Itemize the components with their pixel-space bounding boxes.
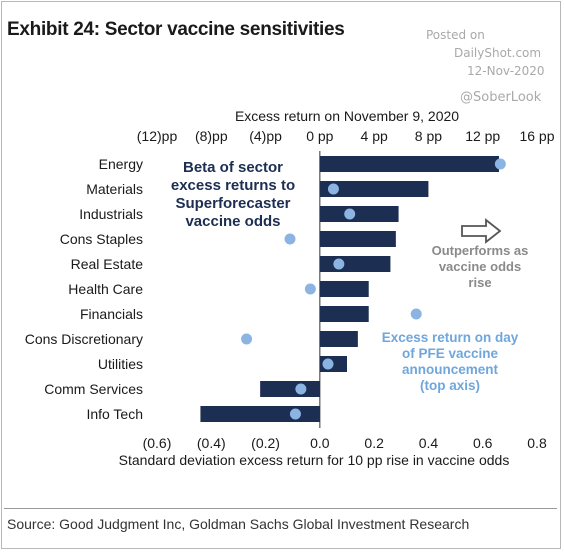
source-note: Source: Good Judgment Inc, Goldman Sachs… [7,516,470,532]
outperforms-annotation-line: Outperforms as [432,243,529,258]
excess-return-dot [295,383,307,395]
excess-annotation-line: of PFE vaccine [402,346,499,361]
category-label: Cons Staples [60,231,143,247]
bottom-tick-label: 0.6 [473,435,493,451]
category-label: Energy [99,156,143,172]
beta-annotation-line: vaccine odds [185,213,280,230]
bottom-tick-label: 0.8 [527,435,547,451]
beta-bar [319,331,358,347]
excess-return-dot [284,233,296,245]
watermark-posted-on: Posted on [426,28,485,42]
outperforms-annotation-line: rise [468,275,491,290]
top-tick-label: 12 pp [465,128,500,144]
bottom-tick-label: 0.2 [364,435,384,451]
bottom-tick-label: 0.4 [419,435,439,451]
category-label: Health Care [68,281,143,297]
beta-annotation-line: Beta of sector [183,159,283,176]
excess-return-dot [327,183,339,195]
bottom-tick-label: (0.4) [197,435,226,451]
category-label: Utilities [98,356,143,372]
beta-bar [319,256,391,272]
excess-return-dot [344,208,356,220]
excess-return-dot [494,158,506,170]
beta-bar [200,406,320,422]
category-label: Info Tech [86,406,143,422]
top-tick-label: 8 pp [415,128,442,144]
beta-annotation-line: Superforecaster [175,195,290,212]
beta-bar [319,231,396,247]
category-label: Materials [86,181,143,197]
excess-return-dot [333,258,345,270]
category-label: Cons Discretionary [25,331,143,347]
bottom-tick-label: 0.0 [310,435,330,451]
category-label: Comm Services [44,381,143,397]
excess-return-dot [289,408,301,420]
excess-return-dot [410,308,422,320]
watermark-site: DailyShot.com [454,46,542,60]
excess-return-dot [304,283,316,295]
top-tick-label: (12)pp [137,128,178,144]
watermark-handle: @SoberLook [460,90,542,105]
page-title: Exhibit 24: Sector vaccine sensitivities [7,19,345,40]
watermark-date: 12-Nov-2020 [467,64,545,78]
beta-bar [319,156,499,172]
beta-bar [319,206,399,222]
outperforms-annotation-line: vaccine odds [439,259,521,274]
beta-bar [319,281,369,297]
excess-annotation-line: (top axis) [420,378,480,393]
category-label: Real Estate [71,256,144,272]
beta-annotation-line: excess returns to [171,177,295,194]
excess-return-dot [322,358,334,370]
category-label: Industrials [79,206,143,222]
top-tick-label: (4)pp [249,128,282,144]
top-tick-label: 4 pp [361,128,388,144]
beta-bar [260,381,320,397]
category-label: Financials [80,306,143,322]
excess-annotation-line: Excess return on day [382,330,519,345]
top-tick-label: 0 pp [306,128,333,144]
beta-bar [319,306,369,322]
excess-return-dot [241,333,253,345]
bottom-axis-label: Standard deviation excess return for 10 … [119,452,510,468]
top-axis-label: Excess return on November 9, 2020 [235,108,459,124]
top-tick-label: (8)pp [195,128,228,144]
bottom-tick-label: (0.2) [251,435,280,451]
top-tick-label: 16 pp [519,128,554,144]
source-divider [4,508,557,509]
right-arrow-icon [461,218,502,244]
excess-annotation-line: announcement [402,362,499,377]
bottom-tick-label: (0.6) [143,435,172,451]
beta-bar [319,181,429,197]
